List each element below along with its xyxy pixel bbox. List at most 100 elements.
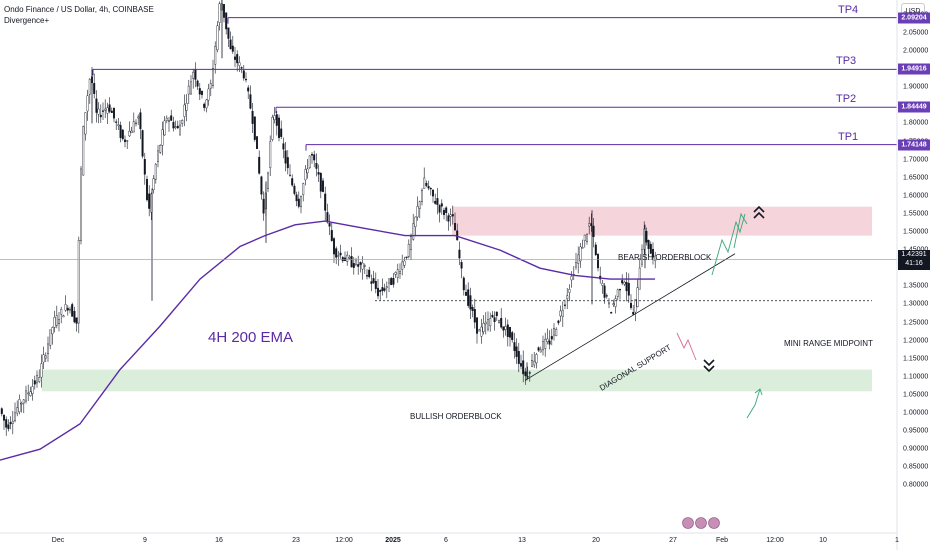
candle xyxy=(572,266,575,281)
candle xyxy=(623,280,626,287)
candle xyxy=(575,252,578,270)
candle xyxy=(491,311,494,319)
candle xyxy=(178,120,181,136)
candle xyxy=(632,304,635,316)
candle xyxy=(278,114,281,142)
candle xyxy=(267,171,270,193)
candle xyxy=(553,323,556,341)
indicator-name[interactable]: Divergence+ xyxy=(4,16,50,25)
candle xyxy=(156,145,159,168)
candle xyxy=(295,191,298,207)
candle xyxy=(275,111,278,136)
candle xyxy=(564,299,567,310)
candle xyxy=(209,79,212,97)
candle xyxy=(143,152,146,185)
candle xyxy=(73,306,76,324)
candle xyxy=(324,186,327,221)
candle xyxy=(368,266,371,279)
candle xyxy=(49,329,52,350)
candle xyxy=(66,305,69,316)
candle xyxy=(445,206,448,221)
candle xyxy=(407,239,410,259)
candle xyxy=(192,68,195,89)
candle xyxy=(172,116,175,132)
candle xyxy=(260,175,263,200)
candle xyxy=(476,317,479,344)
tp-price-tag: 1.74148 xyxy=(898,139,930,151)
candle xyxy=(304,165,307,186)
double-chevron-up-icon xyxy=(753,205,765,219)
candle xyxy=(504,317,507,336)
candle xyxy=(498,319,501,324)
candle xyxy=(207,83,210,106)
candle xyxy=(183,94,186,127)
x-axis-tick-label: 27 xyxy=(669,537,677,544)
candle xyxy=(524,367,527,385)
candle xyxy=(280,120,283,139)
y-axis-tick-label: 1.05000 xyxy=(903,391,929,399)
candle xyxy=(337,250,340,266)
candle xyxy=(75,317,78,332)
candle xyxy=(198,82,201,100)
bearish-orderblock-zone xyxy=(452,206,872,236)
candle xyxy=(381,278,384,296)
candle xyxy=(145,175,148,202)
candle xyxy=(625,272,628,302)
candle xyxy=(5,416,8,436)
candle xyxy=(588,216,591,235)
candle xyxy=(454,212,457,231)
take-profit-level-tp1[interactable] xyxy=(305,144,897,151)
candle xyxy=(471,304,474,318)
candle xyxy=(60,306,63,324)
candle xyxy=(110,107,113,113)
candle xyxy=(436,187,439,215)
candle xyxy=(315,153,318,177)
candle xyxy=(482,315,485,335)
candle xyxy=(542,335,545,356)
candle xyxy=(251,103,254,134)
y-axis-tick-label: 1.50000 xyxy=(903,228,929,236)
y-axis-tick-label: 1.00000 xyxy=(903,409,929,417)
x-axis-tick-label: Dec xyxy=(51,537,65,544)
candle-countdown: 41:16 xyxy=(905,259,923,267)
candle xyxy=(62,314,65,318)
chart-title: Ondo Finance / US Dollar, 4h, COINBASE xyxy=(4,5,154,14)
y-axis-tick-label: 2.00000 xyxy=(903,47,929,55)
take-profit-level-tp4[interactable] xyxy=(227,17,897,24)
candle xyxy=(174,120,177,130)
economic-event-icon[interactable] xyxy=(695,517,707,529)
candle xyxy=(68,306,71,314)
candle xyxy=(88,78,91,104)
candle xyxy=(40,354,43,388)
candle xyxy=(465,284,468,296)
candle xyxy=(619,288,622,300)
candle xyxy=(429,187,432,196)
candle xyxy=(586,233,589,245)
economic-event-icon[interactable] xyxy=(682,517,694,529)
take-profit-level-tp2[interactable] xyxy=(275,106,897,114)
candle xyxy=(308,155,311,170)
candle xyxy=(641,244,644,268)
candle xyxy=(528,370,531,382)
x-axis-tick-label: 2025 xyxy=(385,537,401,544)
candle xyxy=(608,298,611,309)
economic-event-icon[interactable] xyxy=(708,517,720,529)
candle xyxy=(416,196,419,221)
take-profit-level-tp3[interactable] xyxy=(92,68,897,76)
candle xyxy=(322,177,325,193)
candle xyxy=(161,121,164,156)
candle xyxy=(82,125,85,176)
candle xyxy=(152,175,155,194)
x-axis-tick-label: 23 xyxy=(292,537,300,544)
candle xyxy=(495,311,498,321)
candle xyxy=(300,195,303,214)
tp-label: TP2 xyxy=(836,93,857,106)
candle xyxy=(403,256,406,269)
candle xyxy=(227,27,230,48)
candle xyxy=(9,416,12,430)
candle xyxy=(117,118,120,131)
candle xyxy=(99,104,102,123)
candle xyxy=(636,279,639,308)
candle xyxy=(225,12,228,35)
